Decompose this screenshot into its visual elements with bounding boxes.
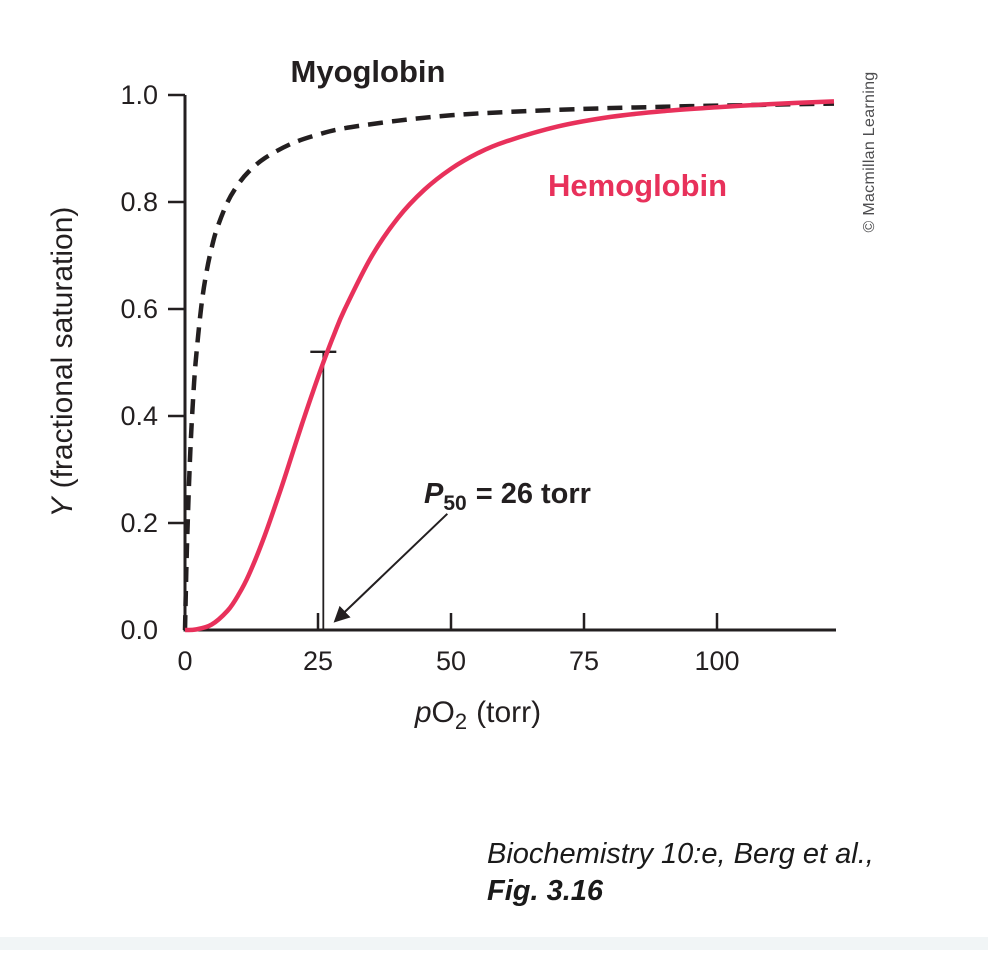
y-tick-label: 0.8 [120,187,158,217]
series-label-hemoglobin: Hemoglobin [548,168,727,203]
y-tick-label: 0.2 [120,508,158,538]
caption-figure-number: Fig. 3.16 [487,875,604,908]
y-axis-label-rest: (fractional saturation) [46,207,79,489]
x-axis-label-o: O [432,696,455,729]
x-axis-label-rest: (torr) [476,696,541,729]
copyright-notice: © Macmillan Learning [861,72,878,233]
curve-hemoglobin [184,99,835,633]
p50-annotation-p: P [424,478,444,510]
p50-annotation: P50 = 26 torr [424,478,591,515]
x-tick-label: 0 [177,646,192,676]
x-tick-label: 75 [569,646,599,676]
y-tick-label: 1.0 [120,80,158,110]
y-axis-ticks: 0.0 0.2 0.4 0.6 0.8 1.0 [120,80,185,645]
x-tick-label: 100 [694,646,739,676]
figure-caption: Biochemistry 10:e, Berg et al., Fig. 3.1… [487,836,874,910]
series-label-myoglobin: Myoglobin [291,54,446,89]
x-axis-label-sub: 2 [455,709,467,734]
x-tick-label: 50 [436,646,466,676]
y-axis-label-y: Y [46,495,79,517]
curve-myoglobin [182,101,835,631]
y-axis-label: Y (fractional saturation) [46,207,79,518]
bottom-strip [0,937,988,950]
x-axis-label: pO2 (torr) [414,696,541,734]
y-tick-label: 0.4 [120,401,158,431]
p50-annotation-rest: = 26 torr [476,478,591,510]
p50-arrow [333,513,449,623]
x-axis-ticks: 0 25 50 75 100 [177,613,740,676]
y-tick-label: 0.0 [120,615,158,645]
x-axis-label-p: p [414,696,432,729]
y-tick-label: 0.6 [120,294,158,324]
p50-annotation-sub: 50 [443,492,466,515]
x-tick-label: 25 [303,646,333,676]
caption-source: Biochemistry 10:e, Berg et al., [487,838,874,870]
axes [183,95,836,632]
